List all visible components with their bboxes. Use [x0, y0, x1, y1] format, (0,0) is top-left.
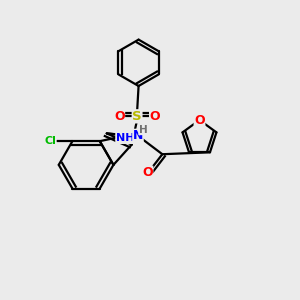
Text: S: S	[132, 110, 142, 123]
Text: Cl: Cl	[44, 136, 56, 146]
Text: H: H	[139, 125, 147, 135]
Text: O: O	[142, 166, 153, 179]
Text: NH: NH	[116, 134, 134, 143]
Text: N: N	[133, 129, 143, 142]
Text: O: O	[150, 110, 160, 123]
Text: O: O	[114, 110, 124, 123]
Text: O: O	[194, 113, 205, 127]
